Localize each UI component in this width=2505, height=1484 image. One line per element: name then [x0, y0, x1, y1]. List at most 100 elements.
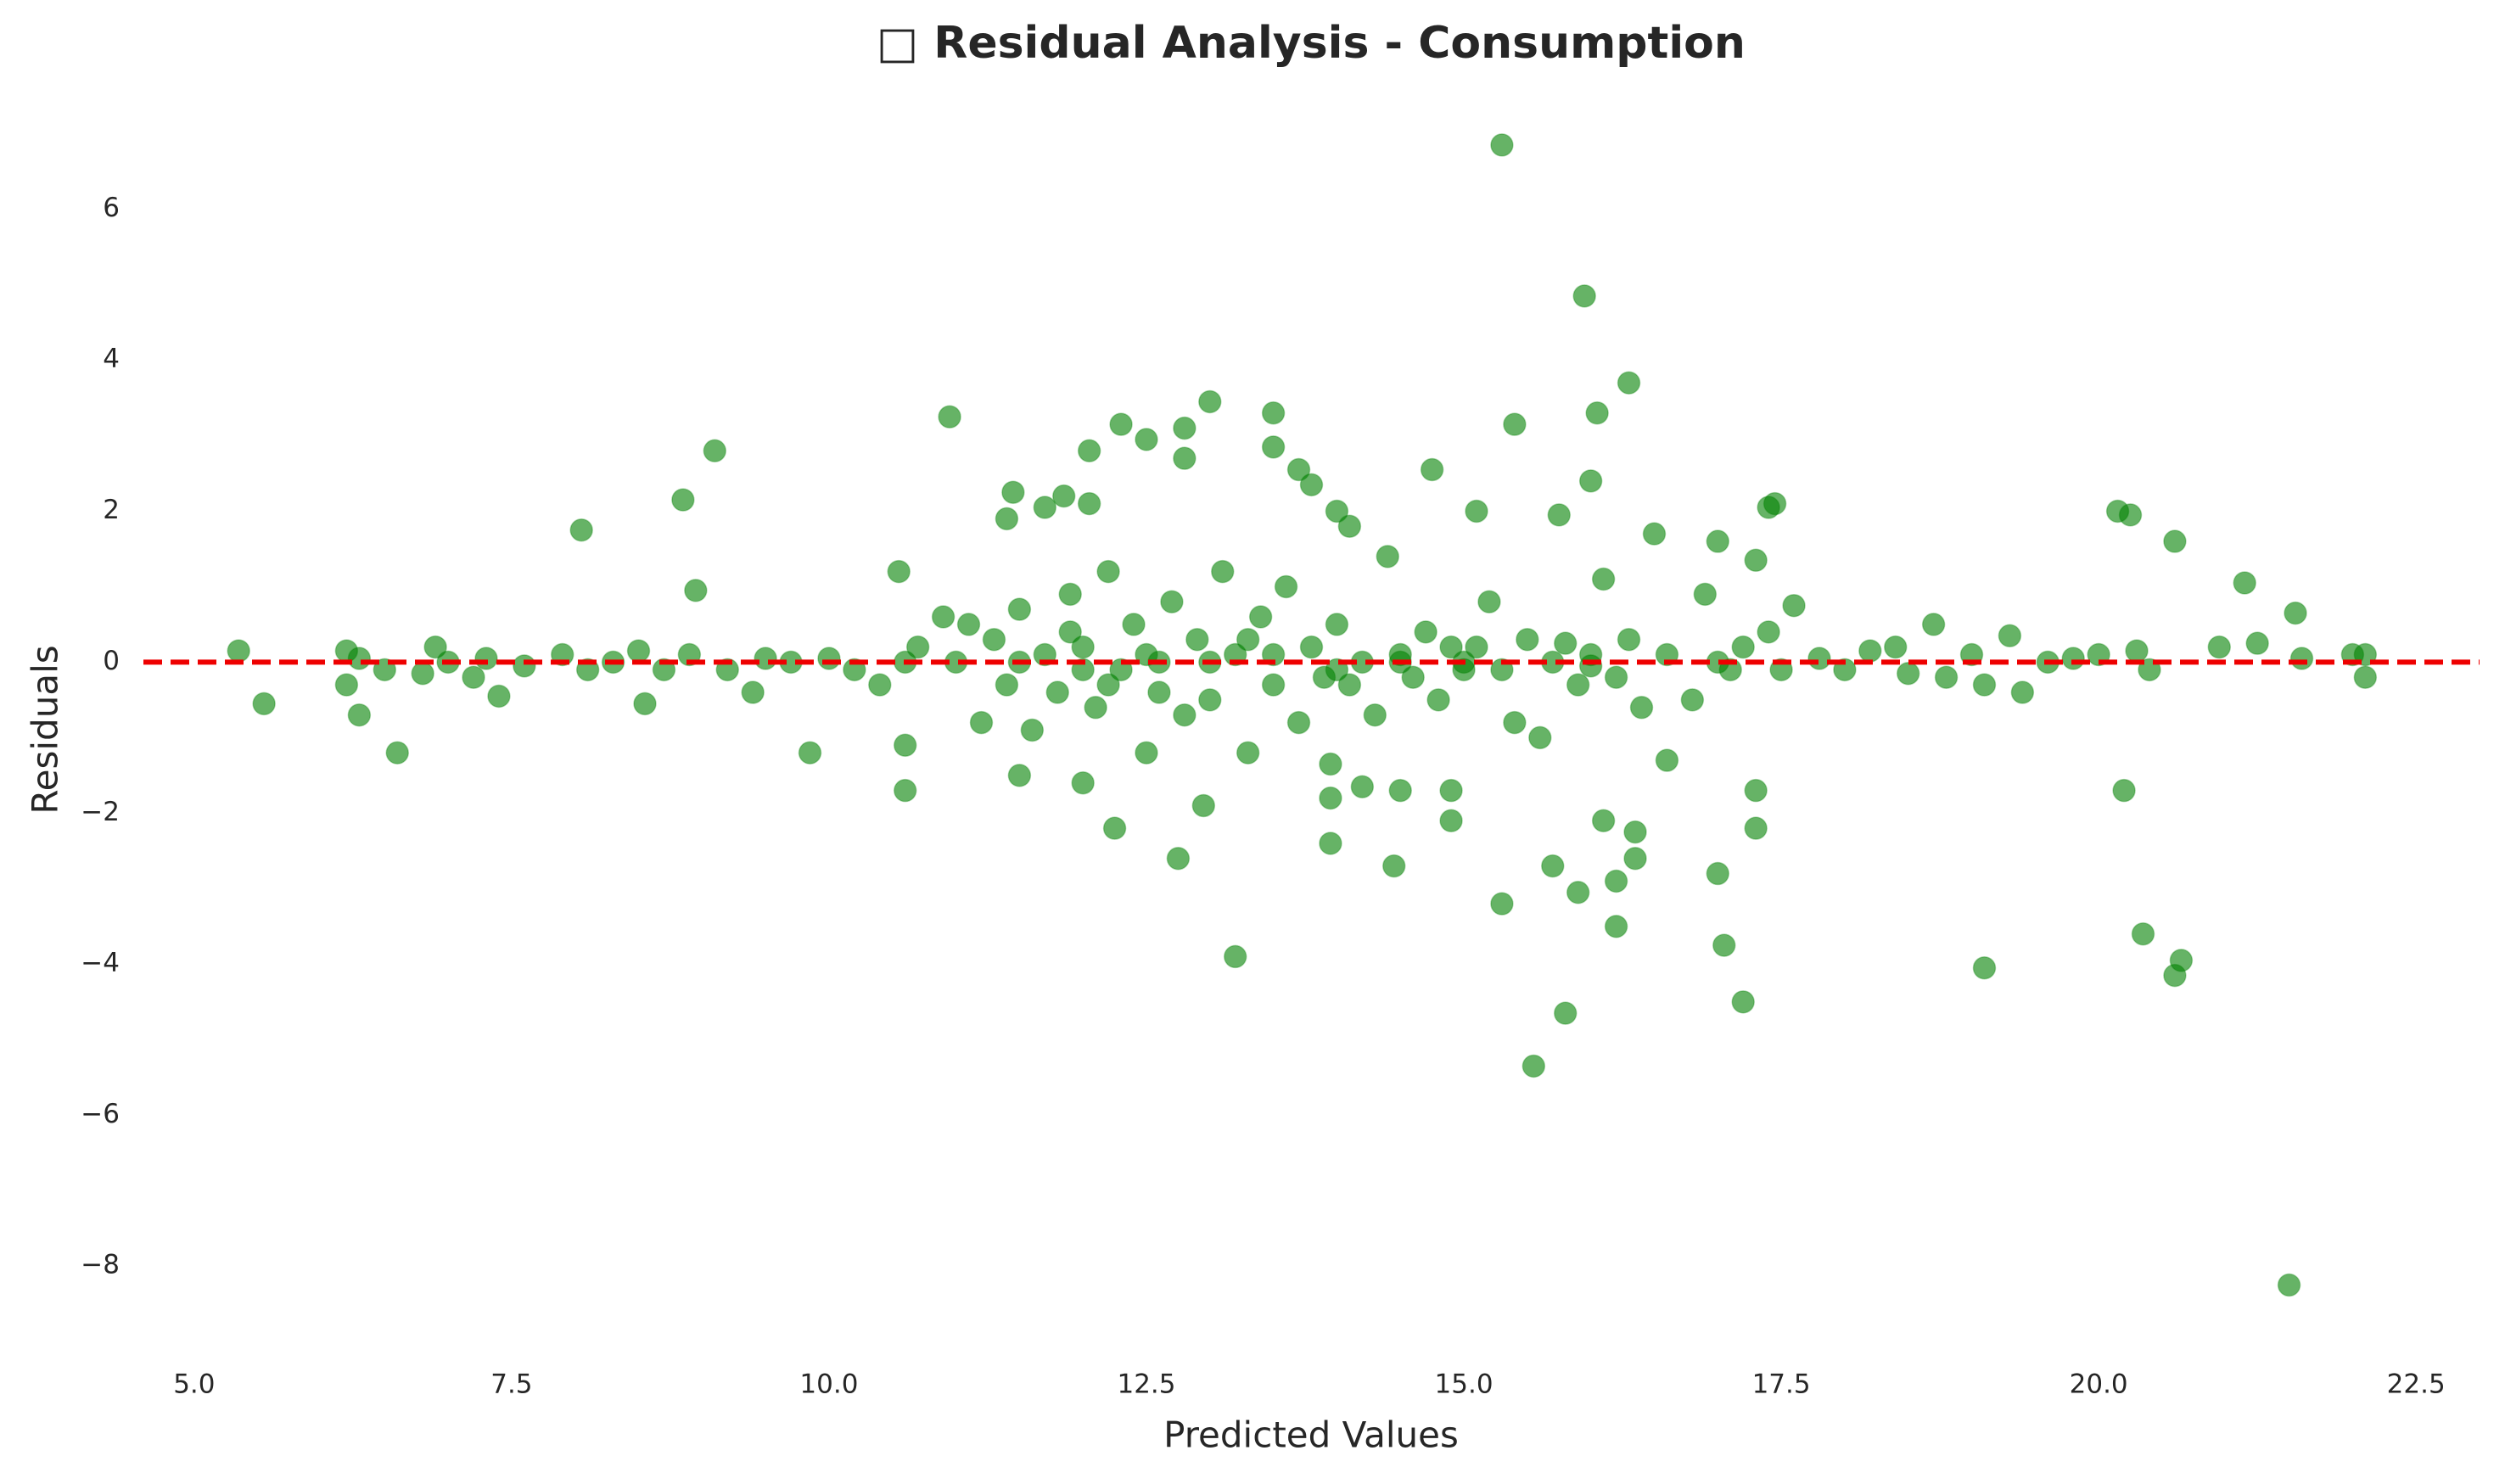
scatter-point — [1490, 133, 1514, 157]
scatter-point — [1566, 881, 1590, 904]
scatter-point — [1578, 469, 1603, 493]
x-tick-label: 12.5 — [1117, 1369, 1175, 1400]
y-tick-label: −8 — [81, 1250, 120, 1280]
scatter-point — [1388, 778, 1412, 803]
scatter-point — [1071, 771, 1095, 795]
scatter-point — [411, 662, 434, 686]
scatter-point — [1173, 703, 1196, 727]
scatter-point — [1762, 491, 1787, 516]
scatter-point — [569, 518, 593, 542]
scatter-point — [893, 733, 917, 758]
scatter-point — [1274, 574, 1298, 599]
scatter-point — [969, 710, 994, 735]
scatter-point — [1363, 703, 1387, 727]
scatter-point — [1623, 847, 1647, 871]
scatter-point — [2353, 665, 2378, 689]
scatter-point — [1934, 665, 1959, 689]
y-tick-label: 2 — [103, 495, 120, 525]
scatter-point — [1439, 635, 1463, 659]
scatter-point — [1236, 741, 1260, 764]
scatter-point — [1578, 654, 1603, 678]
scatter-point — [1382, 854, 1406, 878]
scatter-point — [1401, 665, 1425, 689]
scatter-point — [1096, 559, 1120, 584]
scatter-point — [1503, 412, 1527, 436]
scatter-point — [1439, 778, 1463, 803]
scatter-point — [1147, 680, 1171, 704]
scatter-point — [1744, 778, 1768, 803]
scatter-point — [1135, 428, 1158, 451]
scatter-point — [1426, 688, 1450, 712]
scatter-point — [1319, 786, 1342, 810]
x-tick-label: 17.5 — [1752, 1369, 1811, 1400]
scatter-point — [798, 741, 822, 764]
scatter-point — [1629, 696, 1654, 720]
scatter-point — [1490, 892, 1514, 916]
scatter-point — [1541, 854, 1565, 878]
scatter-point — [1420, 457, 1444, 482]
scatter-point — [1198, 688, 1222, 712]
scatter-point — [1617, 371, 1641, 395]
scatter-point — [1135, 741, 1158, 764]
scatter-point — [1077, 439, 1101, 463]
y-tick-label: −2 — [81, 797, 120, 827]
scatter-point — [703, 439, 727, 463]
scatter-point — [1337, 514, 1362, 539]
y-tick-label: 0 — [103, 646, 120, 676]
scatter-point — [1261, 401, 1286, 425]
scatter-point — [1198, 389, 1222, 414]
scatter-point — [2207, 635, 2232, 659]
scatter-point — [671, 488, 695, 512]
scatter-point — [1553, 631, 1578, 655]
scatter-point — [1325, 499, 1349, 524]
scatter-point — [2169, 949, 2194, 972]
scatter-point — [1553, 1001, 1578, 1025]
scatter-point — [1160, 590, 1184, 613]
x-tick-label: 15.0 — [1435, 1369, 1493, 1400]
scatter-point — [2131, 921, 2155, 946]
scatter-point — [1319, 832, 1342, 855]
scatter-point — [1211, 559, 1235, 584]
scatter-point — [1185, 627, 1209, 652]
y-tick-label: −6 — [81, 1099, 120, 1129]
scatter-point — [1261, 673, 1286, 697]
scatter-point — [1007, 597, 1032, 621]
x-axis-label: Predicted Values — [1163, 1414, 1459, 1456]
scatter-point — [1744, 548, 1768, 573]
scatter-point — [633, 692, 657, 716]
scatter-point — [1248, 605, 1273, 629]
scatter-point — [995, 673, 1019, 697]
scatter-point — [956, 613, 981, 636]
y-tick-label: 4 — [103, 344, 120, 374]
y-axis-label: Residuals — [25, 645, 66, 814]
scatter-point — [1325, 613, 1349, 636]
scatter-point — [1236, 627, 1260, 652]
chart-title: □ Residual Analysis - Consumption — [877, 18, 1746, 69]
scatter-point — [1693, 582, 1718, 607]
scatter-point — [1414, 620, 1437, 644]
scatter-point — [474, 647, 498, 670]
scatter-point — [2284, 601, 2307, 625]
scatter-point — [1337, 673, 1362, 697]
scatter-point — [931, 605, 955, 629]
scatter-point — [1566, 673, 1590, 697]
scatter-point — [1033, 496, 1057, 519]
scatter-point — [1173, 416, 1196, 440]
scatter-point — [1439, 809, 1463, 833]
scatter-point — [868, 673, 892, 697]
scatter-point — [1731, 635, 1755, 659]
scatter-point — [1591, 567, 1616, 591]
scatter-point — [1547, 503, 1572, 527]
scatter-point — [2010, 680, 2035, 704]
scatter-point — [1585, 401, 1609, 425]
scatter-point — [347, 703, 372, 727]
scatter-point — [334, 673, 359, 697]
scatter-point — [1020, 718, 1045, 742]
scatter-point — [1096, 673, 1120, 697]
scatter-point — [2118, 503, 2143, 527]
scatter-point — [1465, 499, 1488, 524]
scatter-point — [817, 647, 841, 670]
scatter-point — [1744, 816, 1768, 840]
scatter-point — [513, 654, 536, 678]
